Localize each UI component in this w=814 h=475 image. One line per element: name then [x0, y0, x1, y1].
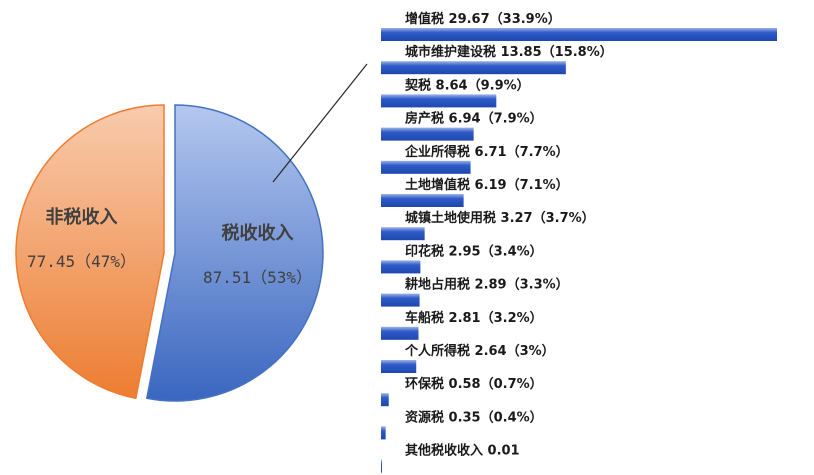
bar-label-4: 企业所得税 6.71（7.7%）	[404, 144, 569, 160]
bar-5	[381, 194, 464, 207]
bar-9	[381, 326, 419, 340]
bar-2	[381, 94, 497, 108]
pie-value-non-tax-revenue: 77.45（47%）	[27, 252, 136, 271]
connector-line	[272, 63, 368, 183]
bar-12	[381, 426, 386, 440]
bar-0	[381, 28, 777, 41]
pie-chart: 税收收入 87.51（53%） 非税收入 77.45（47%）	[15, 104, 324, 402]
bar-label-11: 环保税 0.58（0.7%）	[405, 376, 543, 392]
bar-8	[381, 293, 420, 307]
pie-slice-tax-revenue	[145, 104, 324, 402]
bar-6	[381, 227, 425, 241]
bar-1	[381, 61, 566, 75]
bar-7	[381, 260, 421, 274]
bar-label-2: 契税 8.64（9.9%）	[404, 77, 530, 93]
bar-label-10: 个人所得税 2.64（3%）	[404, 343, 555, 359]
bar-label-12: 资源税 0.35（0.4%）	[405, 409, 543, 425]
bar-label-0: 增值税 29.67（33.9%）	[405, 11, 561, 27]
pie-label-non-tax-revenue: 非税收入	[45, 206, 117, 228]
bar-13	[381, 459, 382, 473]
bar-label-1: 城市维护建设税 13.85（15.8%）	[405, 44, 613, 60]
bar-chart: 增值税 29.67（33.9%） 城市维护建设税 13.85（15.8%） 契税 8…	[381, 11, 777, 473]
bar-10	[381, 360, 417, 373]
bar-label-7: 印花税 2.95（3.4%）	[405, 243, 543, 259]
pie-label-tax-revenue: 税收收入	[222, 222, 294, 244]
bar-4	[381, 160, 471, 174]
pie-value-tax-revenue: 87.51（53%）	[203, 268, 312, 287]
bar-label-13: 其他税收收入 0.01	[405, 443, 520, 459]
bar-label-8: 耕地占用税 2.89（3.3%）	[405, 277, 569, 293]
bar-label-9: 车船税 2.81（3.2%）	[405, 310, 543, 326]
pie-slice-non-tax-revenue	[15, 104, 165, 400]
bar-label-5: 土地增值税 6.19（7.1%）	[405, 177, 569, 193]
connector-line-group	[272, 63, 368, 183]
bar-label-6: 城镇土地使用税 3.27（3.7%）	[405, 210, 595, 226]
bar-label-3: 房产税 6.94（7.9%）	[405, 111, 543, 127]
bar-11	[381, 393, 389, 407]
bar-3	[381, 127, 474, 141]
